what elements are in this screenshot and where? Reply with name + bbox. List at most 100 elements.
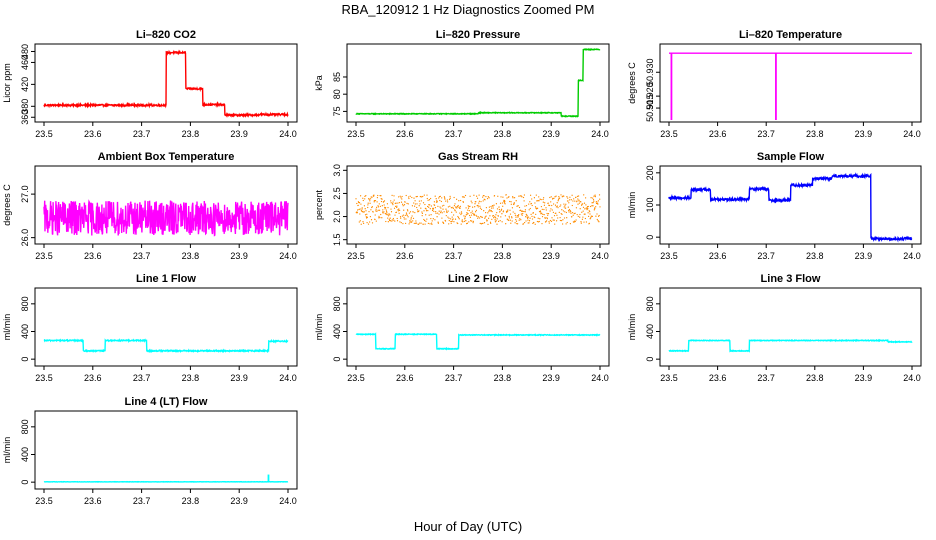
x-tick-label-line2: 23.7 [445, 373, 463, 383]
plot-frame-line1 [34, 287, 298, 367]
figure-xlabel: Hour of Day (UTC) [414, 519, 522, 534]
x-tick-label-co2: 24.0 [279, 129, 297, 139]
y-tick-label-licor_temp: 50.930 [645, 58, 655, 86]
y-axis-label-sample_flow: ml/min [627, 192, 637, 219]
x-tick-label-line4: 23.5 [35, 496, 53, 506]
y-tick-label-line2: 800 [332, 296, 342, 311]
chart-panel-box_temp: Ambient Box Temperature 23.5 23.6 23.7 23.8 2… [2, 151, 298, 261]
x-tick-label-rh: 23.6 [396, 251, 414, 261]
plot-frame-pressure [346, 43, 610, 123]
x-tick-label-box_temp: 23.9 [230, 251, 248, 261]
data-series-sample_flow [668, 172, 913, 243]
panels: Li–820 CO2 23.5 23.6 23.7 23.8 23.9 24.0 360380… [2, 29, 922, 506]
x-tick-label-co2: 23.5 [35, 129, 53, 139]
y-tick-label-co2: 380 [20, 99, 30, 114]
chart-title-box_temp: Ambient Box Temperature [98, 151, 235, 163]
chart-panel-sample_flow: Sample Flow 23.5 23.6 23.7 23.8 23.9 24.0 0 100 2… [627, 151, 922, 261]
chart-title-line3: Line 3 Flow [761, 273, 821, 285]
y-tick-label-co2: 360 [20, 110, 30, 125]
x-tick-label-line4: 23.9 [230, 496, 248, 506]
chart-title-line2: Line 2 Flow [448, 273, 508, 285]
x-tick-label-box_temp: 23.8 [182, 251, 200, 261]
x-tick-label-rh: 23.7 [445, 251, 463, 261]
y-axis-label-licor_temp: degrees C [627, 62, 637, 104]
chart-panel-line2: Line 2 Flow 23.5 23.6 23.7 23.8 23.9 24.0 0 400 8… [314, 273, 610, 383]
plot-frame-line4 [34, 410, 298, 490]
y-tick-label-line1: 400 [20, 324, 30, 339]
x-tick-label-licor_temp: 23.7 [757, 129, 775, 139]
x-tick-label-line3: 23.7 [757, 373, 775, 383]
x-tick-label-sample_flow: 23.5 [660, 251, 678, 261]
x-tick-label-line2: 23.9 [542, 373, 560, 383]
data-series-pressure [355, 47, 601, 118]
x-tick-label-co2: 23.6 [84, 129, 102, 139]
y-tick-label-pressure: 75 [332, 106, 342, 116]
chart-panel-licor_temp: Li–820 Temperature 23.5 23.6 23.7 23.8 23.9 24… [627, 29, 922, 139]
data-series-line1 [43, 338, 289, 354]
x-tick-label-pressure: 23.8 [494, 129, 512, 139]
chart-panel-line4: Line 4 (LT) Flow 23.5 23.6 23.7 23.8 23.9 24.0… [2, 396, 298, 506]
data-series-rh [355, 194, 601, 226]
y-tick-label-line4: 0 [20, 480, 30, 485]
y-tick-label-pressure: 80 [332, 89, 342, 99]
x-tick-label-line4: 24.0 [279, 496, 297, 506]
y-tick-label-box_temp: 27.0 [20, 185, 30, 203]
plot-frame-line3 [659, 287, 922, 367]
chart-title-sample_flow: Sample Flow [757, 151, 825, 163]
y-tick-label-rh: 1.5 [332, 233, 342, 246]
chart-panel-rh: Gas Stream RH 23.5 23.6 23.7 23.8 23.9 24.0 1.5… [314, 151, 610, 261]
x-tick-label-line2: 23.5 [347, 373, 365, 383]
chart-title-co2: Li–820 CO2 [136, 29, 196, 41]
x-tick-label-sample_flow: 23.8 [806, 251, 824, 261]
x-tick-label-line1: 23.5 [35, 373, 53, 383]
x-tick-label-pressure: 23.5 [347, 129, 365, 139]
x-tick-label-licor_temp: 24.0 [903, 129, 921, 139]
y-tick-label-co2: 460 [20, 55, 30, 70]
y-tick-label-line3: 400 [645, 324, 655, 339]
x-tick-label-line1: 23.6 [84, 373, 102, 383]
x-tick-label-line2: 23.6 [396, 373, 414, 383]
x-tick-label-line3: 23.9 [855, 373, 873, 383]
x-tick-label-licor_temp: 23.5 [660, 129, 678, 139]
plot-frame-rh [346, 165, 610, 245]
y-axis-label-co2: Licor ppm [2, 63, 12, 103]
y-axis-label-line1: ml/min [2, 314, 12, 341]
y-tick-label-line4: 800 [20, 419, 30, 434]
chart-panel-line3: Line 3 Flow 23.5 23.6 23.7 23.8 23.9 24.0 0 400 8… [627, 273, 922, 383]
y-tick-label-line3: 800 [645, 296, 655, 311]
y-tick-label-licor_temp: 50.915 [645, 94, 655, 122]
x-tick-label-line3: 23.5 [660, 373, 678, 383]
x-tick-label-co2: 23.9 [230, 129, 248, 139]
chart-panel-pressure: Li–820 Pressure 23.5 23.6 23.7 23.8 23.9 24.0 7… [314, 29, 610, 139]
x-tick-label-rh: 23.9 [542, 251, 560, 261]
x-tick-label-box_temp: 24.0 [279, 251, 297, 261]
data-series-line2 [355, 332, 601, 351]
figure-title: RBA_120912 1 Hz Diagnostics Zoomed PM [342, 2, 595, 17]
x-tick-label-line3: 23.6 [709, 373, 727, 383]
x-tick-label-line2: 24.0 [591, 373, 609, 383]
plot-frame-licor_temp [659, 43, 922, 123]
x-tick-label-licor_temp: 23.8 [806, 129, 824, 139]
x-tick-label-line4: 23.8 [182, 496, 200, 506]
x-tick-label-sample_flow: 23.6 [709, 251, 727, 261]
y-tick-label-rh: 2.5 [332, 187, 342, 200]
chart-title-licor_temp: Li–820 Temperature [739, 29, 842, 41]
x-tick-label-line3: 23.8 [806, 373, 824, 383]
y-tick-label-line1: 0 [20, 357, 30, 362]
y-tick-label-line1: 800 [20, 296, 30, 311]
chart-panel-line1: Line 1 Flow 23.5 23.6 23.7 23.8 23.9 24.0 0 400 8… [2, 273, 298, 383]
x-tick-label-sample_flow: 24.0 [903, 251, 921, 261]
y-tick-label-sample_flow: 200 [645, 165, 655, 180]
plot-frame-sample_flow [659, 165, 922, 245]
plot-frame-line2 [346, 287, 610, 367]
y-tick-label-licor_temp: 50.920 [645, 82, 655, 110]
x-tick-label-pressure: 24.0 [591, 129, 609, 139]
y-tick-label-rh: 2.0 [332, 210, 342, 223]
x-tick-label-line4: 23.7 [133, 496, 151, 506]
y-tick-label-line2: 0 [332, 357, 342, 362]
x-tick-label-line1: 24.0 [279, 373, 297, 383]
chart-panel-co2: Li–820 CO2 23.5 23.6 23.7 23.8 23.9 24.0 360380… [2, 29, 298, 139]
chart-title-rh: Gas Stream RH [438, 151, 518, 163]
data-series-co2 [43, 49, 289, 118]
y-tick-label-rh: 3.0 [332, 164, 342, 177]
